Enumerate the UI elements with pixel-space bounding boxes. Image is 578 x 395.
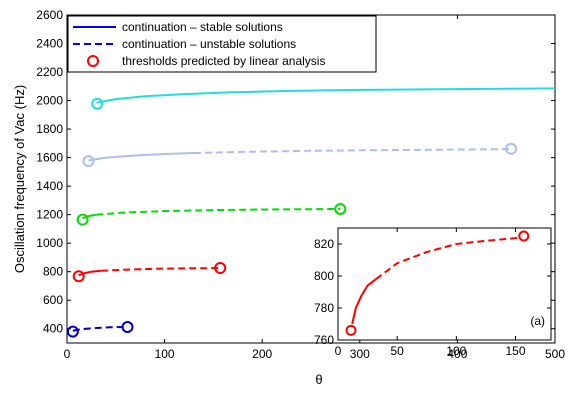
legend-threshold-marker [87,55,99,67]
inset-series-0-dashed-line [375,236,522,280]
main-series-1-dashed-line [101,267,219,272]
inset-x-tick-label: 100 [446,344,466,358]
main-series-2-dashed-line [96,207,341,216]
inset-y-tick-label: 780 [314,301,334,315]
main-series-3-threshold-marker [82,155,95,168]
x-axis-label: θ [315,372,322,387]
y-tick-label: 400 [43,322,63,336]
main-series-1-solid-line [78,269,102,277]
x-tick-label: 400 [447,347,467,361]
y-tick-label: 2200 [36,65,63,79]
x-tick-label: 500 [545,347,565,361]
inset-x-tick-label: 0 [335,344,342,358]
inset-y-tick-label: 820 [314,237,334,251]
main-series-2-threshold-marker [76,213,89,226]
legend-box [67,15,377,73]
main-series-0-threshold-marker [66,325,79,338]
inset-plot-frame [337,227,552,341]
x-tick-label: 100 [155,347,175,361]
y-tick-label: 1000 [36,236,63,250]
x-tick-label: 300 [350,347,370,361]
x-tick-label: 200 [252,347,272,361]
main-series-1-threshold-marker [214,261,227,274]
main-series-0-dashed-line [72,326,126,332]
y-tick-label: 600 [43,293,63,307]
main-series-0-threshold-marker [121,321,134,334]
main-series-4-solid-line [96,87,556,104]
y-tick-label: 2400 [36,37,63,51]
main-series-2-threshold-marker [334,202,347,215]
main-series-4-threshold-marker [91,97,104,110]
y-tick-label: 1600 [36,151,63,165]
inset-series-0-solid-line [351,278,377,325]
legend-entry-label: continuation – stable solutions [122,20,283,34]
inset-series-0-threshold-marker [345,324,357,336]
legend-entry-label: continuation – unstable solutions [122,37,296,51]
legend-entry-label: thresholds predicted by linear analysis [122,54,325,68]
y-tick-label: 1800 [36,122,63,136]
x-tick-label: 0 [64,347,71,361]
main-series-3-threshold-marker [505,142,518,155]
inset-x-tick-label: 50 [390,344,404,358]
y-tick-label: 1400 [36,179,63,193]
y-axis-label: Oscillation frequency of Vac (Hz) [12,85,27,273]
inset-y-tick-label: 800 [314,269,334,283]
main-series-2-solid-line [82,213,97,220]
inset-y-tick-label: 760 [314,333,334,347]
y-tick-label: 800 [43,265,63,279]
inset-series-0-threshold-marker [518,230,530,242]
y-tick-label: 2600 [36,8,63,22]
inset-panel-annotation: (a) [530,314,545,328]
main-series-1-threshold-marker [72,270,85,283]
y-tick-label: 1200 [36,208,63,222]
y-tick-label: 2000 [36,94,63,108]
main-series-3-dashed-line [193,148,512,154]
main-series-3-solid-line [88,152,194,162]
inset-x-tick-label: 150 [505,344,525,358]
